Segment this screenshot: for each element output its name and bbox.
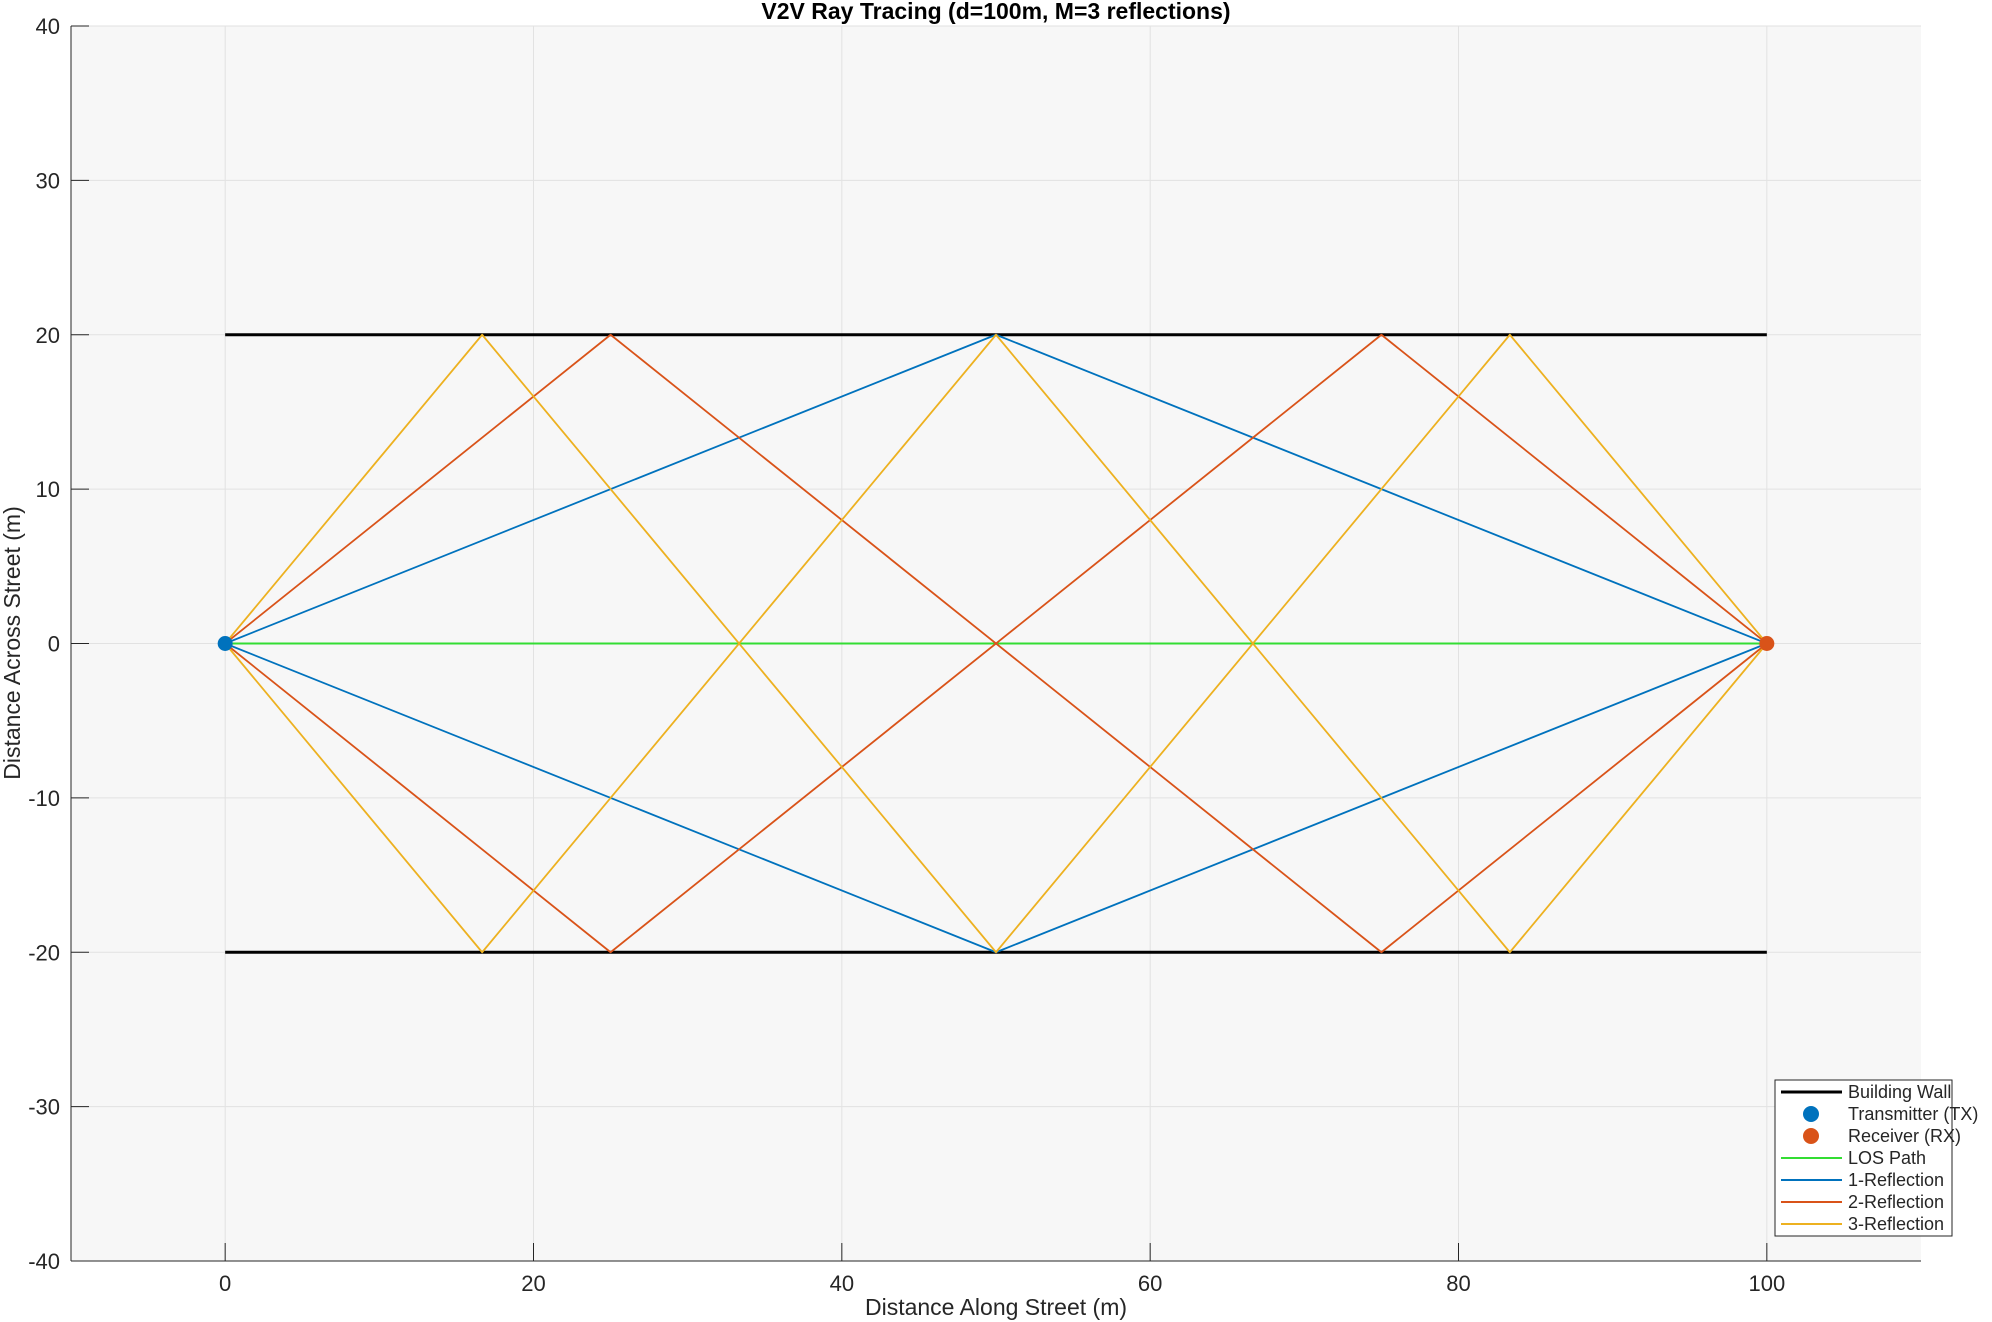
- legend-transmitter-label: Transmitter (TX): [1848, 1104, 1978, 1124]
- legend-receiver-label: Receiver (RX): [1848, 1126, 1961, 1146]
- x-tick-label: 40: [830, 1271, 854, 1296]
- chart-title: V2V Ray Tracing (d=100m, M=3 reflections…: [761, 0, 1230, 24]
- x-tick-label: 100: [1748, 1271, 1785, 1296]
- y-tick-label: 10: [36, 477, 60, 502]
- legend-wall-label: Building Wall: [1848, 1082, 1951, 1102]
- antenna-markers: [217, 636, 1775, 651]
- x-tick-label: 0: [219, 1271, 231, 1296]
- y-tick-label: 30: [36, 168, 60, 193]
- y-tick-label: -40: [28, 1249, 60, 1274]
- y-tick-label: -10: [28, 786, 60, 811]
- x-axis-label: Distance Along Street (m): [865, 1294, 1127, 1320]
- receiver-marker: [1759, 636, 1775, 651]
- ray-paths: [224, 333, 1768, 954]
- x-tick-label: 80: [1446, 1271, 1470, 1296]
- y-axis-label: Distance Across Street (m): [0, 506, 25, 780]
- y-tick-label: 0: [48, 632, 60, 657]
- x-tick-label: 20: [521, 1271, 545, 1296]
- y-tick-label: 40: [36, 14, 60, 39]
- 2-reflection-path: [224, 333, 1768, 954]
- legend-3-reflection-label: 3-Reflection: [1848, 1214, 1944, 1234]
- legend-transmitter-swatch: [1803, 1106, 1819, 1122]
- legend-receiver-swatch: [1803, 1128, 1819, 1144]
- 3-reflection-path: [224, 333, 1768, 954]
- x-tick-label: 60: [1138, 1271, 1162, 1296]
- y-tick-label: -20: [28, 940, 60, 965]
- y-tick-label: 20: [36, 323, 60, 348]
- legend-1-reflection-label: 1-Reflection: [1848, 1170, 1944, 1190]
- 3-reflection-path: [224, 333, 1768, 954]
- legend-los-path-label: LOS Path: [1848, 1148, 1926, 1168]
- transmitter-marker: [217, 636, 233, 651]
- legend-2-reflection-label: 2-Reflection: [1848, 1192, 1944, 1212]
- y-tick-label: -30: [28, 1095, 60, 1120]
- axes: 0 20 40 60 80 100 -40 -30 -20 -10 0 10 20 30 40: [28, 14, 1921, 1296]
